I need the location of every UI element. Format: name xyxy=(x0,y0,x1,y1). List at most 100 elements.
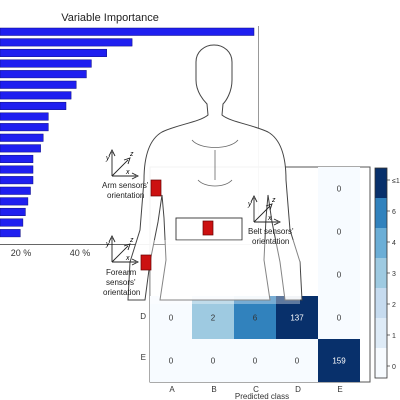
belt-label-line2: orientation xyxy=(252,237,289,246)
colorbar-segment xyxy=(375,168,387,199)
belt-label-line1: Belt sensors' xyxy=(248,227,294,236)
matrix-value-label: 0 xyxy=(337,185,342,194)
colorbar-segment xyxy=(375,318,387,349)
forearm-axes-icon xyxy=(108,234,140,266)
colorbar-tick-label: 6 xyxy=(392,209,396,216)
matrix-cell xyxy=(318,253,360,296)
matrix-value-label: 137 xyxy=(290,314,304,323)
colorbar-segment xyxy=(375,348,387,379)
importance-bar xyxy=(0,229,21,238)
matrix-cell xyxy=(192,339,234,382)
forearm-axis-x-letter: x xyxy=(125,255,130,262)
arm-sensor-marker xyxy=(150,179,162,197)
colorbar-tick-label: 2 xyxy=(392,302,396,309)
row-label-D: D xyxy=(140,312,146,321)
belt-axis-x-letter: x xyxy=(267,215,272,222)
x-tick-label: 20 % xyxy=(11,248,32,258)
importance-bar xyxy=(0,218,24,227)
importance-bar xyxy=(0,133,44,142)
colorbar-tick-labels: ≤1 6 4 3 2 1 0 xyxy=(387,178,400,371)
colorbar-tick-label: 3 xyxy=(392,271,396,278)
arm-axes-icon xyxy=(108,148,140,180)
forearm-axis-y-letter: y xyxy=(105,241,110,248)
importance-bar xyxy=(0,123,49,132)
matrix-value-label: 0 xyxy=(211,357,216,366)
belt-axis-y-letter: y xyxy=(247,201,252,208)
belt-axes-icon xyxy=(250,194,282,226)
matrix-cell xyxy=(318,210,360,253)
belt-axis-z-letter: z xyxy=(271,197,276,204)
matrix-cell xyxy=(276,296,318,339)
chart-title: Variable Importance xyxy=(61,12,159,24)
matrix-value-label: 0 xyxy=(337,271,342,280)
matrix-value-label: 0 xyxy=(169,314,174,323)
matrix-value-label: 6 xyxy=(253,314,258,323)
arm-label-line1: Arm sensors' xyxy=(102,181,149,190)
importance-bar xyxy=(0,48,107,57)
importance-bar xyxy=(0,154,34,163)
importance-bar xyxy=(0,59,92,68)
colorbar-tick-label: ≤1 xyxy=(392,178,400,185)
matrix-value-label: 0 xyxy=(337,228,342,237)
matrix-value-label: 2 xyxy=(211,314,216,323)
forearm-sensor-marker xyxy=(140,254,152,271)
matrix-cell xyxy=(150,339,192,382)
matrix-cell xyxy=(318,296,360,339)
bar-group xyxy=(0,27,255,238)
colorbar-segment xyxy=(375,288,387,319)
col-label-C: C xyxy=(253,385,259,394)
belt-sensor-marker xyxy=(202,220,214,236)
matrix-cell xyxy=(276,339,318,382)
matrix-cell xyxy=(234,296,276,339)
matrix-cell xyxy=(150,296,192,339)
abdomen-line xyxy=(197,179,233,187)
lower-body-fade xyxy=(150,240,300,304)
arm-axis-x-letter: x xyxy=(125,169,130,176)
colorbar-segment xyxy=(375,258,387,289)
importance-bar xyxy=(0,186,31,195)
matrix-value-labels: 0 0 0 0 2 6 137 0 0 0 0 0 159 xyxy=(169,185,346,366)
importance-bar xyxy=(0,144,41,153)
forearm-axis-z-letter: z xyxy=(129,237,134,244)
x-tick-label: 40 % xyxy=(70,248,91,258)
colorbar-tick-label: 4 xyxy=(392,240,396,247)
importance-bar xyxy=(0,70,87,79)
importance-bar xyxy=(0,207,26,216)
col-label-B: B xyxy=(211,385,216,394)
matrix-value-label: 0 xyxy=(253,357,258,366)
body-details xyxy=(191,139,239,187)
importance-bar xyxy=(0,101,67,110)
arm-label-line2: orientation xyxy=(107,191,144,200)
col-label-A: A xyxy=(169,385,175,394)
col-label-D: D xyxy=(295,385,301,394)
importance-bar xyxy=(0,176,34,185)
x-axis-label: Predicted class xyxy=(235,392,289,400)
importance-bar xyxy=(0,197,29,206)
importance-bar xyxy=(0,38,133,47)
colorbar-tick-label: 1 xyxy=(392,333,396,340)
forearm-label-line3: orientation xyxy=(103,288,140,297)
matrix-value-label: 0 xyxy=(337,314,342,323)
importance-bar xyxy=(0,80,77,89)
colorbar xyxy=(375,168,387,379)
matrix-value-label: 0 xyxy=(295,357,300,366)
arm-axis-z-letter: z xyxy=(129,151,134,158)
forearm-label-line2: sensors' xyxy=(106,278,136,287)
row-label-E: E xyxy=(141,353,146,362)
importance-bar xyxy=(0,91,72,100)
arm-axis-y-letter: y xyxy=(105,155,110,162)
chest-line xyxy=(191,139,239,148)
matrix-cell xyxy=(318,339,360,382)
variable-importance-chart: Variable Importance 20 % 40 % xyxy=(0,12,259,258)
colorbar-segment xyxy=(375,198,387,229)
colorbar-tick-label: 0 xyxy=(392,364,396,371)
importance-bar xyxy=(0,112,49,121)
importance-bar xyxy=(0,27,255,36)
importance-bar xyxy=(0,165,34,174)
matrix-value-label: 159 xyxy=(332,357,346,366)
colorbar-segment xyxy=(375,228,387,259)
matrix-cell xyxy=(318,167,360,210)
matrix-value-label: 0 xyxy=(169,357,174,366)
